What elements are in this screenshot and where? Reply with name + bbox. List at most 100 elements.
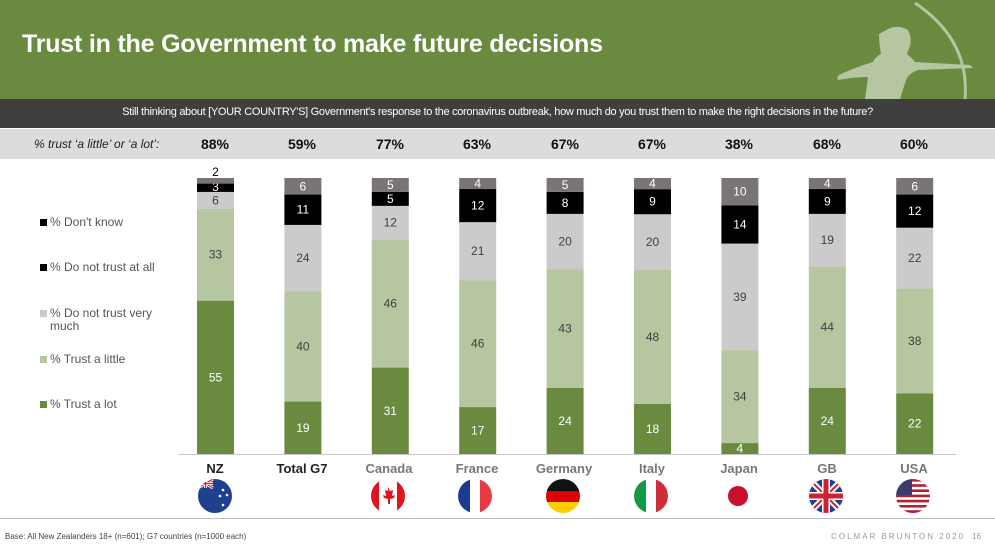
bar-segment [808, 178, 846, 190]
bar-segment [197, 178, 234, 184]
trust-summary-label: % trust ‘a little’ or ‘a lot’: [34, 137, 160, 151]
data-label: 40 [296, 339, 310, 353]
bar-segment [459, 407, 497, 454]
bar-segment [721, 205, 759, 244]
data-label: 11 [297, 203, 310, 217]
data-label: 46 [471, 337, 485, 351]
bar-segment [284, 194, 322, 225]
stacked-bar-chart: 5533632194024116314612551746211242443208… [197, 165, 934, 456]
bar-segment [896, 194, 934, 228]
footer-divider [0, 518, 995, 519]
bar-segment [197, 208, 234, 301]
bar-segment [197, 300, 234, 454]
bar-segment [721, 350, 759, 444]
data-label: 12 [384, 216, 398, 230]
data-label: 19 [296, 421, 310, 435]
data-label: 9 [649, 195, 656, 209]
x-tick-label: Italy [638, 461, 665, 476]
legend-label: % Don't know [50, 215, 123, 229]
germany-flag-icon [546, 479, 580, 513]
page-number: 16 [972, 532, 981, 541]
data-label: 10 [733, 185, 747, 199]
bar-segment [896, 227, 934, 289]
bar-segment [546, 213, 584, 270]
data-label: 6 [212, 193, 219, 207]
legend-label: % Do not trust at all [50, 260, 155, 274]
x-tick-label: Total G7 [276, 461, 328, 476]
data-label: 14 [733, 217, 747, 231]
trust-summary-value: 63% [462, 136, 492, 152]
data-label: 5 [387, 192, 394, 206]
data-label: 20 [646, 235, 660, 249]
data-label: 2 [212, 165, 219, 179]
legend-swatch [40, 356, 47, 363]
legend-swatch [40, 264, 47, 271]
data-label: 39 [733, 290, 747, 304]
data-label: 3 [212, 180, 219, 194]
bar-segment [371, 191, 409, 206]
data-label: 24 [821, 414, 835, 428]
bar-segment [634, 403, 671, 454]
legend-swatch [40, 219, 47, 226]
bar-segment [284, 224, 322, 292]
bar-segment [459, 178, 497, 190]
x-tick-label: Germany [535, 461, 593, 476]
data-label: 24 [296, 251, 310, 265]
bar-segment [808, 387, 846, 454]
data-label: 21 [471, 244, 485, 258]
data-label: 33 [209, 248, 223, 262]
bar-segment [284, 401, 322, 454]
data-label: 19 [821, 233, 835, 247]
data-label: 48 [646, 330, 660, 344]
bar-segment [371, 367, 409, 454]
bar-segment [721, 243, 759, 351]
bar-segment [896, 288, 934, 394]
bar-segment [634, 178, 671, 190]
trust-summary-value: 59% [287, 136, 317, 152]
data-label: 34 [733, 390, 747, 404]
bar-segment [721, 178, 759, 206]
legend-swatch [40, 401, 47, 408]
data-label: 31 [384, 404, 398, 418]
legend-label: % Trust a little [50, 352, 126, 366]
data-label: 22 [908, 251, 922, 265]
bar-segment [634, 214, 671, 270]
data-label: 4 [737, 442, 744, 456]
france-flag-icon [458, 479, 492, 513]
data-label: 5 [387, 178, 394, 192]
data-label: 12 [471, 199, 485, 213]
bar-segment [546, 269, 584, 388]
bar-segment [459, 222, 497, 281]
data-label: 22 [908, 417, 922, 431]
bar-segment [371, 205, 409, 240]
x-axis-line [178, 454, 956, 455]
bar-segment [546, 178, 584, 192]
data-label: 12 [908, 204, 922, 218]
trust-summary-value: 67% [550, 136, 580, 152]
bar-segment [808, 266, 846, 388]
bar-segment [546, 191, 584, 214]
data-label: 5 [562, 178, 569, 192]
bar-segment [371, 239, 409, 368]
data-label: 6 [911, 179, 918, 193]
bar-segment [371, 178, 409, 192]
data-label: 9 [824, 194, 831, 208]
footer-brand: COLMAR BRUNTON 2020 [831, 532, 965, 541]
canada-flag-icon [371, 479, 405, 513]
data-label: 8 [562, 196, 569, 210]
header-banner: Trust in the Government to make future d… [0, 0, 995, 99]
trust-summary-row: % trust ‘a little’ or ‘a lot’: 88% 59% 7… [0, 129, 995, 159]
data-label: 44 [821, 320, 835, 334]
footer-base-note: Base: All New Zealanders 18+ (n=601); G7… [5, 532, 247, 541]
bar-segment [284, 178, 322, 195]
bar-segment [808, 213, 846, 267]
bar-segment [896, 178, 934, 195]
trust-summary-value: 60% [899, 136, 929, 152]
x-tick-label: France [455, 461, 499, 476]
bar-segment [721, 443, 759, 454]
trust-summary-value: 77% [375, 136, 405, 152]
bar-segment [808, 189, 846, 214]
bar-segment [634, 270, 671, 404]
x-tick-label: Canada [365, 461, 413, 476]
bar-segment [634, 189, 671, 215]
